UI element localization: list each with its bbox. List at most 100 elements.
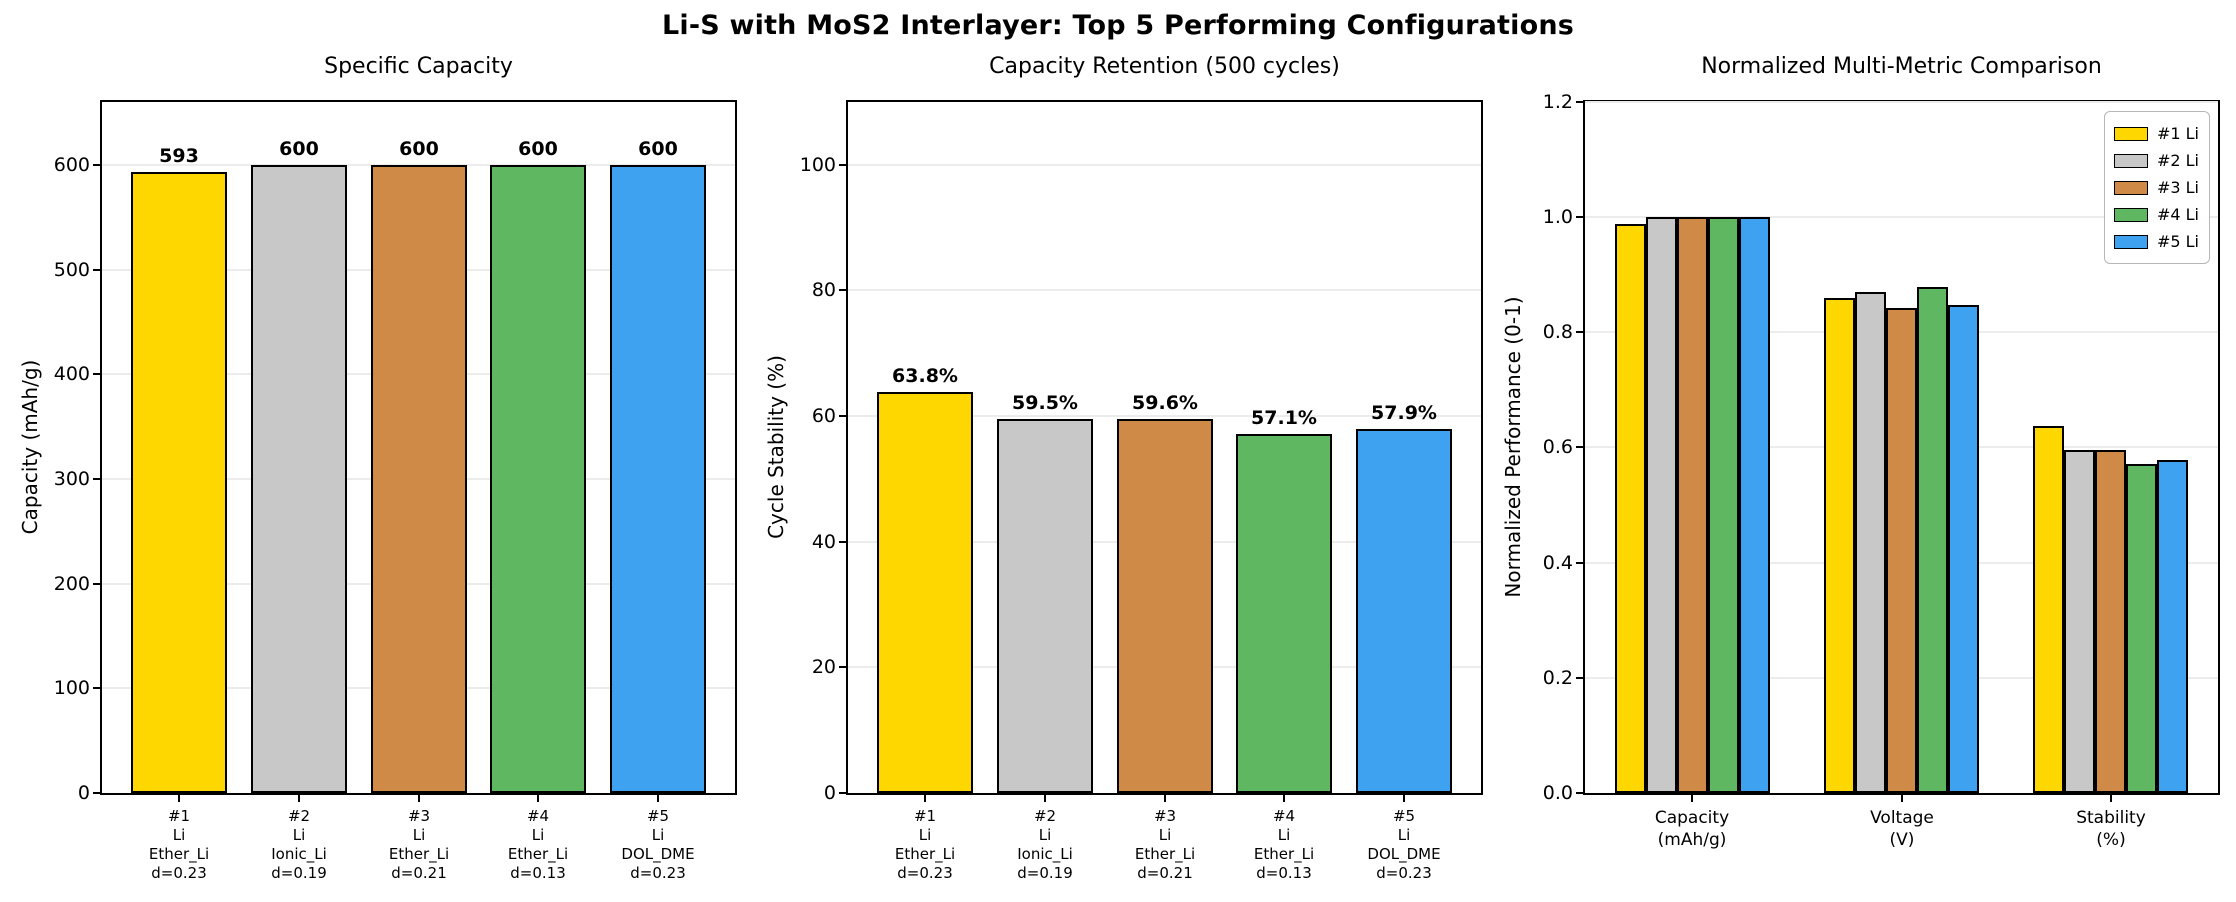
x-tick-label-line: Li [1397,826,1411,844]
x-tick-mark [178,795,180,802]
x-tick-label-line: Ionic_Li [271,845,327,863]
legend-item: #1 Li [2113,120,2199,147]
x-tick-label-line: Stability [2076,808,2146,828]
x-tick-label-line: d=0.13 [510,864,566,882]
y-tick-label: 40 [811,531,836,553]
bar-3 [371,165,467,793]
y-tick-label: 600 [53,154,90,176]
legend: #1 Li #2 Li #3 Li #4 Li #5 Li [2103,111,2210,264]
y-tick-mark [93,478,100,480]
y-tick-label: 0.6 [1542,436,1573,458]
x-tick-label-line: Ether_Li [148,845,210,863]
x-tick-label-line: Li [1277,826,1291,844]
y-tick-label: 0.8 [1542,321,1573,343]
y-tick-label: 400 [53,363,90,385]
y-tick-mark [93,164,100,166]
x-tick-label-line: #2 [1033,807,1057,825]
y-tick-mark [1576,216,1583,218]
x-tick-label-line: (V) [1889,830,1915,850]
y-tick-label: 300 [53,468,90,490]
bar-5 [610,165,706,793]
legend-label: #1 Li [2156,124,2199,143]
legend-item: #3 Li [2113,174,2199,201]
x-tick-label: Stability (%) [2001,807,2221,851]
x-tick-label-line: d=0.21 [391,864,447,882]
y-tick-mark [1576,792,1583,794]
legend-swatch [2113,207,2148,222]
x-tick-label: Voltage (V) [1792,807,2012,851]
bar-value-label: 63.8% [892,365,958,387]
x-tick-label-line: Li [531,826,545,844]
x-tick-label-line: d=0.23 [151,864,207,882]
x-tick-label-line: d=0.23 [630,864,686,882]
bar-value-label: 593 [159,145,199,167]
x-tick-label-line: #5 [1392,807,1416,825]
bar-n2-Li-2 [2064,450,2095,793]
x-tick-label: Capacity (mAh/g) [1582,807,1802,851]
y-tick-label: 0 [77,782,90,804]
x-tick-label: #1 Li Ether_Li d=0.23 [89,807,269,883]
bar-n1-Li-2 [2033,426,2064,793]
x-tick-label: #2 Li Ionic_Li d=0.19 [955,807,1135,883]
y-tick-label: 0.2 [1542,667,1573,689]
bar-n1-Li-0 [1615,224,1646,793]
bar-n5-Li-1 [1948,305,1979,793]
plot-area-normalized-comparison: #1 Li #2 Li #3 Li #4 Li #5 Li [1583,100,2220,795]
x-tick-mark [1283,795,1285,802]
x-tick-label-line: Li [172,826,186,844]
bar-5 [1356,429,1452,793]
x-tick-label-line: #4 [1272,807,1296,825]
y-tick-label: 60 [811,405,836,427]
y-tick-mark [839,415,846,417]
x-tick-label-line: Li [412,826,426,844]
x-tick-label-line: Ether_Li [388,845,450,863]
bar-value-label: 59.5% [1012,392,1078,414]
x-tick-label: #5 Li DOL_DME d=0.23 [1314,807,1494,883]
bar-4 [490,165,586,793]
x-tick-mark [657,795,659,802]
x-tick-label: #4 Li Ether_Li d=0.13 [448,807,628,883]
bar-n2-Li-1 [1855,292,1886,793]
y-tick-mark [839,666,846,668]
y-tick-mark [93,687,100,689]
bar-value-label: 600 [518,138,558,160]
x-tick-label-line: Li [292,826,306,844]
x-tick-label-line: d=0.23 [897,864,953,882]
bar-value-label: 59.6% [1132,392,1198,414]
bar-n4-Li-0 [1708,217,1739,793]
x-tick-label-line: Voltage [1870,808,1934,828]
gridline [1585,101,2218,103]
bar-n5-Li-0 [1739,217,1770,793]
y-tick-mark [1576,446,1583,448]
x-tick-label-line: (mAh/g) [1657,830,1727,850]
y-tick-mark [93,269,100,271]
y-axis-label-cycle-stability: Cycle Stability (%) [764,355,788,539]
y-tick-mark [1576,331,1583,333]
bar-value-label: 57.9% [1371,402,1437,424]
bar-n4-Li-2 [2126,464,2157,793]
legend-label: #4 Li [2156,205,2199,224]
x-tick-label: #2 Li Ionic_Li d=0.19 [209,807,389,883]
gridline [1585,216,2218,218]
y-tick-label: 100 [53,677,90,699]
x-tick-label-line: #4 [526,807,550,825]
x-tick-label-line: DOL_DME [621,845,695,863]
x-tick-mark [1164,795,1166,802]
y-tick-mark [1576,677,1583,679]
bar-n3-Li-1 [1886,308,1917,793]
x-tick-label-line: Li [651,826,665,844]
bar-1 [131,172,227,793]
y-tick-mark [839,289,846,291]
gridline [848,415,1481,417]
x-tick-label-line: d=0.19 [1017,864,1073,882]
bar-n4-Li-1 [1917,287,1948,793]
plot-area-capacity-retention: 63.8% 59.5% 59.6% 57.1% 57.9% [846,100,1483,795]
x-tick-label: #3 Li Ether_Li d=0.21 [1075,807,1255,883]
bar-n2-Li-0 [1646,217,1677,793]
x-tick-label-line: #1 [167,807,191,825]
legend-swatch [2113,234,2148,249]
y-tick-label: 0 [823,782,836,804]
y-tick-label: 20 [811,656,836,678]
x-tick-label-line: Ionic_Li [1017,845,1073,863]
gridline [848,164,1481,166]
